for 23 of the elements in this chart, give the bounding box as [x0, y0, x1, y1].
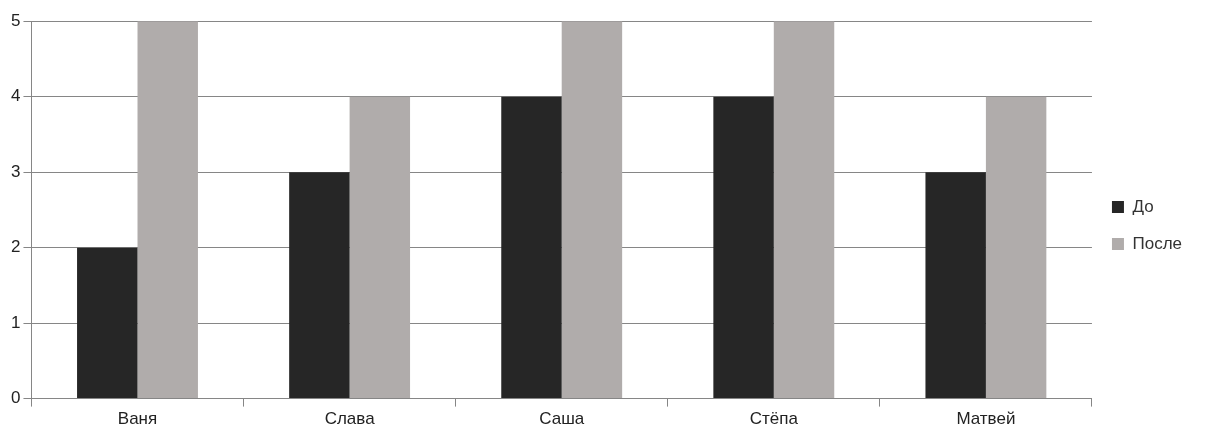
bar — [561, 21, 623, 399]
x-tick-label: Ваня — [117, 409, 158, 429]
bar — [773, 21, 835, 399]
x-tick-label: Саша — [539, 409, 585, 429]
bar — [925, 172, 986, 399]
bar — [713, 96, 774, 399]
y-tick-label: 0 — [10, 388, 21, 408]
x-tick-label: Матвей — [956, 409, 1016, 429]
y-tick-label: 1 — [10, 312, 21, 332]
x-tick-label: Стёпа — [749, 409, 799, 429]
y-tick-label: 4 — [10, 86, 21, 106]
x-tick-label: Слава — [324, 409, 376, 429]
bar — [137, 21, 198, 399]
y-tick-label: 5 — [10, 10, 21, 30]
legend-label: До — [1132, 196, 1154, 216]
bar — [985, 96, 1047, 399]
bar — [289, 172, 350, 399]
bar — [349, 96, 411, 399]
y-tick-label: 3 — [10, 161, 21, 181]
bar — [501, 96, 562, 399]
bar — [77, 247, 138, 399]
legend-label: После — [1132, 233, 1183, 253]
y-tick-label: 2 — [10, 237, 21, 257]
